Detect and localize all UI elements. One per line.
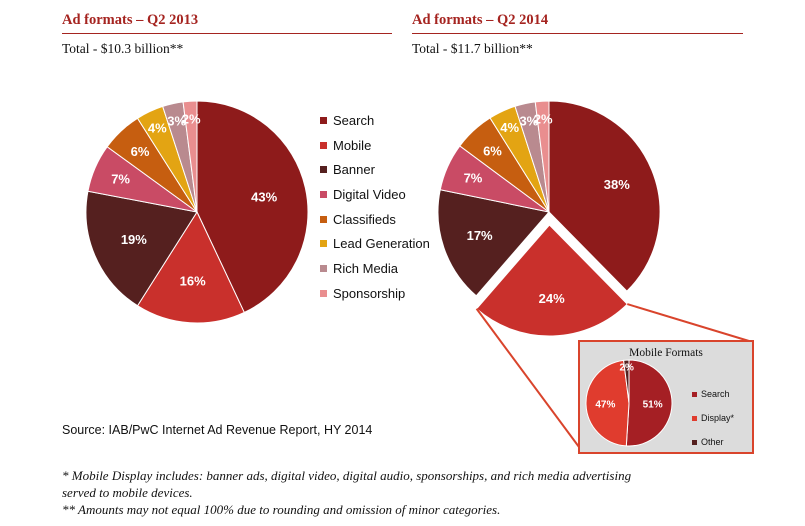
legend-item: Digital Video bbox=[320, 182, 430, 207]
mobile-formats-pie-data-label: 47% bbox=[595, 399, 615, 410]
right-title-rule bbox=[412, 33, 743, 34]
q2-2014-pie-data-label: 4% bbox=[500, 120, 519, 135]
q2-2014-pie-data-label: 3% bbox=[519, 114, 538, 129]
inset-legend-item: Search bbox=[692, 382, 734, 406]
legend-swatch bbox=[320, 215, 327, 223]
inset-legend-item: Display* bbox=[692, 406, 734, 430]
q2-2014-pie-data-label: 7% bbox=[464, 171, 483, 186]
q2-2014-pie-slice bbox=[534, 100, 550, 213]
q2-2013-pie-data-label: 7% bbox=[111, 172, 130, 187]
right-chart-title: Ad formats – Q2 2014 bbox=[412, 12, 549, 28]
legend: Search Mobile Banner Digital Video Classifie… bbox=[320, 108, 430, 306]
mobile-formats-pie-slice bbox=[585, 359, 630, 447]
q2-2013-pie-data-label: 2% bbox=[182, 112, 201, 127]
left-title-rule bbox=[62, 33, 392, 34]
legend-item: Mobile bbox=[320, 133, 430, 158]
inset-legend-label: Other bbox=[701, 437, 724, 447]
footnote-rounding: ** Amounts may not equal 100% due to rou… bbox=[62, 502, 501, 517]
legend-swatch bbox=[320, 116, 327, 124]
q2-2014-pie-data-label: 24% bbox=[539, 291, 565, 306]
q2-2014-pie-slice bbox=[475, 224, 628, 337]
source-note: Source: IAB/PwC Internet Ad Revenue Repo… bbox=[62, 423, 373, 437]
legend-item: Banner bbox=[320, 157, 430, 182]
mobile-formats-pie-slice bbox=[625, 359, 673, 447]
legend-label: Search bbox=[333, 112, 375, 128]
inset-legend-label: Display* bbox=[701, 413, 735, 423]
q2-2013-pie-slice bbox=[136, 210, 245, 324]
inset-legend-label: Search bbox=[701, 389, 730, 399]
mobile-formats-pie-data-label: 2% bbox=[620, 363, 635, 374]
legend-item: Sponsorship bbox=[320, 281, 430, 306]
inset-connector-line bbox=[626, 303, 750, 342]
legend-swatch bbox=[320, 141, 327, 149]
q2-2014-pie-data-label: 17% bbox=[467, 228, 493, 243]
legend-swatch bbox=[320, 166, 327, 174]
legend-swatch bbox=[320, 289, 327, 297]
legend-item: Search bbox=[320, 108, 430, 133]
inset-legend-swatch bbox=[692, 439, 697, 445]
q2-2013-pie-data-label: 43% bbox=[251, 190, 277, 205]
legend-swatch bbox=[320, 264, 327, 272]
q2-2014-pie-data-label: 2% bbox=[534, 112, 553, 127]
legend-swatch bbox=[320, 190, 327, 198]
q2-2014-pie-data-label: 38% bbox=[604, 177, 630, 192]
q2-2013-pie-slice bbox=[85, 190, 198, 307]
inset-legend-swatch bbox=[692, 391, 697, 397]
q2-2013-pie-data-label: 6% bbox=[131, 144, 150, 159]
legend-swatch bbox=[320, 240, 327, 248]
legend-item: Lead Generation bbox=[320, 231, 430, 256]
q2-2014-pie-slice bbox=[437, 189, 550, 297]
q2-2014-pie-data-label: 6% bbox=[483, 144, 502, 159]
inset-legend-item: Other bbox=[692, 430, 734, 454]
mobile-formats-pie-slice bbox=[623, 359, 630, 404]
inset-title: Mobile Formats bbox=[629, 347, 703, 359]
legend-item: Classifieds bbox=[320, 207, 430, 232]
q2-2013-pie-data-label: 16% bbox=[180, 273, 206, 288]
legend-label: Sponsorship bbox=[333, 285, 406, 301]
legend-label: Rich Media bbox=[333, 260, 399, 276]
legend-label: Digital Video bbox=[333, 186, 406, 202]
legend-label: Classifieds bbox=[333, 211, 396, 227]
legend-item: Rich Media bbox=[320, 256, 430, 281]
q2-2013-pie-data-label: 19% bbox=[121, 232, 147, 247]
inset-connector-line bbox=[475, 308, 580, 448]
right-chart-total: Total - $11.7 billion** bbox=[412, 41, 533, 56]
q2-2013-pie-slice bbox=[182, 100, 198, 213]
legend-label: Lead Generation bbox=[333, 236, 430, 252]
footnote-mobile-display-cont: served to mobile devices. bbox=[62, 485, 193, 500]
inset-legend-swatch bbox=[692, 415, 697, 421]
left-chart-title: Ad formats – Q2 2013 bbox=[62, 12, 199, 28]
mobile-formats-pie-data-label: 51% bbox=[643, 399, 663, 410]
q2-2013-pie-slice bbox=[196, 100, 309, 314]
footnote-mobile-display: * Mobile Display includes: banner ads, d… bbox=[62, 468, 632, 483]
inset-legend: Search Display* Other bbox=[692, 382, 734, 454]
left-chart-total: Total - $10.3 billion** bbox=[62, 41, 184, 56]
legend-label: Banner bbox=[333, 162, 375, 178]
q2-2013-pie-data-label: 4% bbox=[148, 120, 167, 135]
q2-2014-pie-slice bbox=[548, 100, 661, 292]
q2-2013-pie-data-label: 3% bbox=[167, 114, 186, 129]
legend-label: Mobile bbox=[333, 137, 372, 153]
